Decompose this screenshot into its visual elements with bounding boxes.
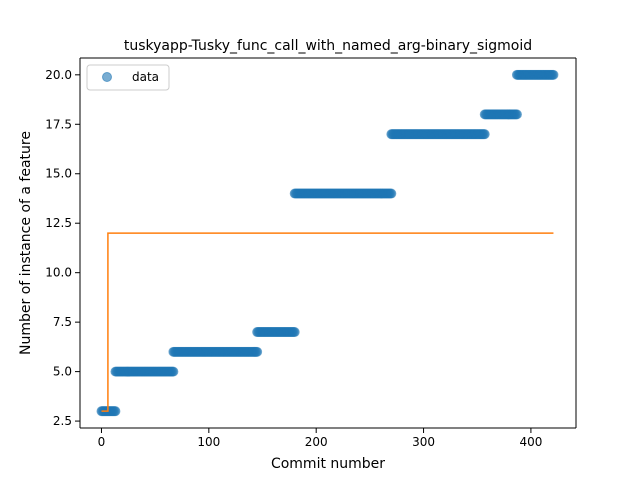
data-point xyxy=(110,406,121,417)
data-point xyxy=(252,346,263,357)
axes-frame xyxy=(79,57,577,429)
chart-title: tuskyapp-Tusky_func_call_with_named_arg-… xyxy=(124,38,532,54)
y-tick-label: 17.5 xyxy=(45,117,72,131)
y-tick-label: 5.0 xyxy=(53,365,72,379)
x-tick-label: 400 xyxy=(519,435,542,449)
x-tick-label: 200 xyxy=(305,435,328,449)
x-tick-label: 0 xyxy=(98,435,106,449)
legend-box xyxy=(86,64,170,91)
y-tick-label: 2.5 xyxy=(53,414,72,428)
y-tick-label: 20.0 xyxy=(45,68,72,82)
legend: data xyxy=(86,64,170,91)
y-axis-label: Number of instance of a feature xyxy=(18,131,34,355)
data-point xyxy=(479,129,490,140)
data-point xyxy=(511,109,522,120)
fit-line xyxy=(101,232,554,412)
y-tick-label: 15.0 xyxy=(45,167,72,181)
data-point xyxy=(386,188,397,199)
x-axis-label: Commit number xyxy=(271,456,385,472)
data-point xyxy=(289,327,300,338)
y-tick-label: 10.0 xyxy=(45,266,72,280)
x-tick-label: 300 xyxy=(412,435,435,449)
line-layer xyxy=(101,232,554,412)
legend-label-data: data xyxy=(132,70,159,84)
y-tick-label: 7.5 xyxy=(53,315,72,329)
data-point xyxy=(548,69,559,80)
y-axis-ticks: 2.5 5.0 7.5 10.0 12.5 15.0 17.5 20.0 xyxy=(45,68,80,428)
y-tick-label: 12.5 xyxy=(45,216,72,230)
data-point xyxy=(168,366,179,377)
x-axis-ticks: 0 100 200 300 400 xyxy=(98,428,542,449)
data-layer xyxy=(96,69,559,417)
legend-marker-data xyxy=(102,72,112,82)
x-tick-label: 100 xyxy=(197,435,220,449)
plot-area xyxy=(80,58,576,428)
